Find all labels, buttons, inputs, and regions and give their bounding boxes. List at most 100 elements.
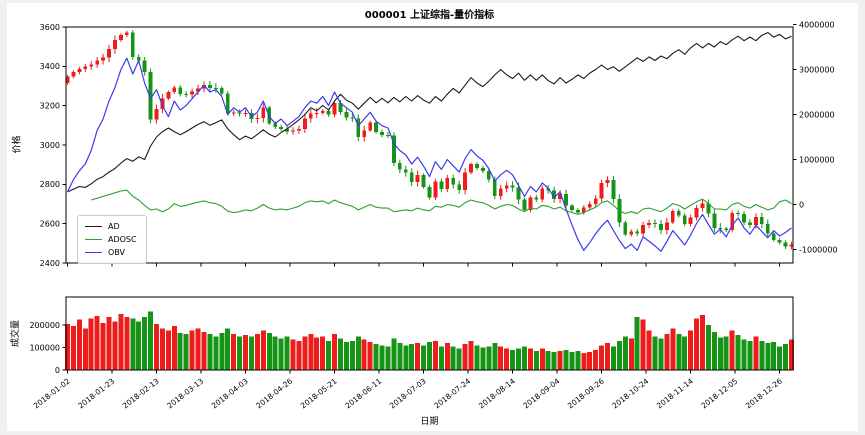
candle-body [682,215,687,224]
volume-bar [82,328,88,370]
candle-body [498,188,503,197]
volume-bar [427,341,432,370]
volume-bar [76,319,82,370]
candle-body [273,123,278,128]
date-tick-label: 2018-09-04 [521,376,561,410]
candle-body [439,181,444,189]
volume-bar [450,346,456,370]
candle-body [308,113,313,119]
volume-bar [165,330,171,370]
volume-bar [290,339,296,370]
indicator-tick-label: 2000000 [799,110,835,119]
indicator-tick-label: 0 [799,200,804,209]
candle-body [427,186,432,198]
date-tick-label: 2018-11-14 [655,376,695,410]
candle-body [475,164,479,169]
legend-label-adosc: ADOSC [108,235,137,244]
candle-body [771,233,776,241]
volume-bar [747,340,753,370]
volume-bar [783,344,789,370]
candle-body [599,183,604,199]
volume-bar [284,336,290,370]
candle-body [172,87,177,93]
volume-bar [557,350,563,370]
volume-bar [605,343,611,370]
candle-body [504,185,509,189]
candle-body [718,227,723,229]
date-tick-label: 2018-12-26 [744,376,784,410]
volume-bar [337,338,343,370]
candle-body [575,210,580,213]
candle-body [486,170,491,180]
volume-bar [254,334,260,370]
candle-body [142,60,147,73]
candle-body [789,244,794,247]
price-tick-label: 3200 [40,101,60,110]
candle-body [261,107,266,118]
candle-body [463,172,468,190]
date-tick-label: 2018-05-21 [299,376,339,410]
volume-bar [308,334,314,370]
candle-body [101,57,105,61]
candle-body [397,163,402,170]
volume-bar [593,349,599,370]
price-tick-label: 2400 [40,259,60,268]
candle-body [564,194,568,206]
volume-bar [444,343,450,370]
volume-bar [587,352,593,370]
price-tick-label: 2600 [40,219,60,228]
candle-body [736,212,741,215]
volume-bar [225,328,231,370]
candle-body [783,242,788,247]
date-tick-label: 2018-01-23 [76,376,116,410]
volume-bar [349,340,355,370]
volume-bar [652,336,658,370]
volume-bar [219,332,225,370]
candle-body [700,203,705,209]
volume-bar [468,340,474,370]
candle-body [522,199,527,211]
main-plot-area [66,27,793,263]
legend: AD ADOSC OBV [77,215,147,264]
price-tick-label: 3400 [40,62,60,71]
volume-bar [373,344,379,370]
date-tick-label: 2018-06-11 [343,376,383,410]
volume-bar [432,340,438,370]
candle-body [374,122,378,132]
candle-body [208,85,212,88]
volume-bar [195,328,201,370]
candle-body [65,76,70,84]
volume-bar [670,328,676,370]
candle-body [510,185,515,188]
volume-bar [474,345,480,370]
indicator-tick-label: -1000000 [799,245,838,254]
volume-bar [379,345,385,370]
volume-bar [70,326,76,370]
candle-body [664,222,669,230]
date-tick-label: 2018-09-26 [566,376,606,410]
volume-axis-label: 成交量 [11,319,22,348]
candle-body [421,175,426,187]
volume-bar [248,336,254,370]
candle-body [724,228,729,231]
indicator-tick-label: 3000000 [799,65,835,74]
candle-body [635,231,640,234]
candle-body [688,217,693,224]
candle-body [516,187,521,200]
date-tick-label: 2018-03-13 [165,376,205,410]
volume-bar [231,334,237,370]
volume-bar [711,331,717,370]
volume-bar [510,349,516,370]
date-tick-label: 2018-01-02 [32,376,72,410]
date-tick-label: 2018-10-24 [610,376,650,410]
volume-bar [266,332,272,370]
volume-bar [391,338,397,370]
candle-body [670,210,675,223]
volume-bar [521,346,527,370]
volume-bar [438,346,444,370]
volume-bar [148,311,154,370]
volume-bar [421,345,427,370]
candle-body [386,134,390,136]
adosc-line [91,189,792,215]
